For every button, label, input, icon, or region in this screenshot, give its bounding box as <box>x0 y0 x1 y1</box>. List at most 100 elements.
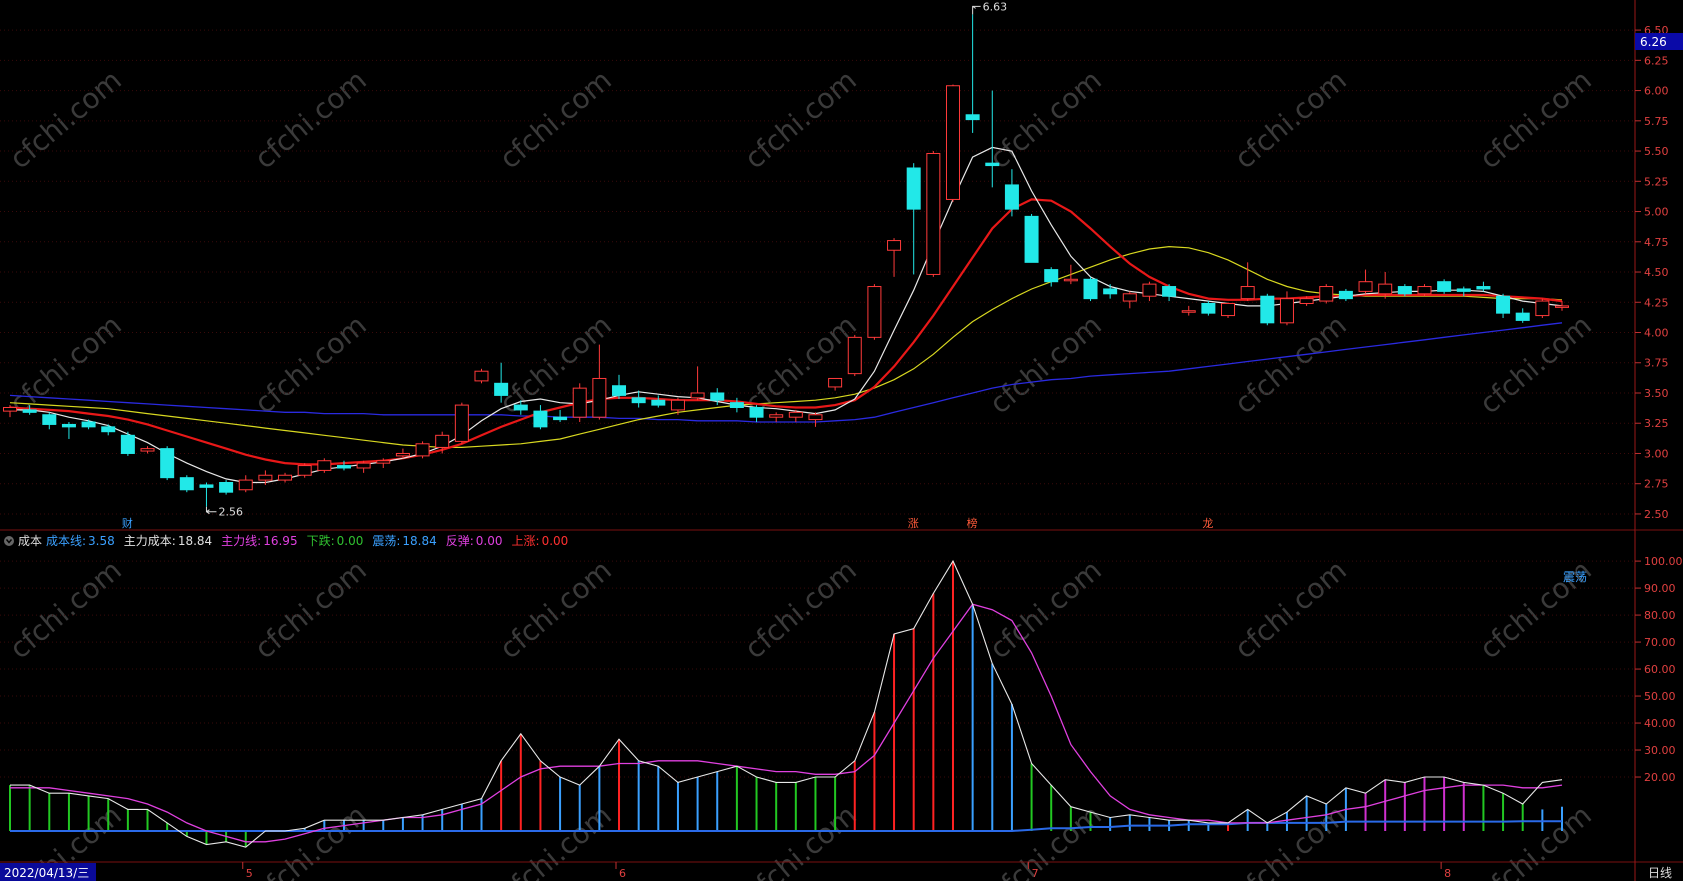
candle[interactable] <box>140 446 155 454</box>
candle[interactable] <box>847 334 862 377</box>
candle[interactable] <box>494 362 509 403</box>
candle[interactable] <box>1555 301 1569 311</box>
candle[interactable] <box>3 405 17 418</box>
candle[interactable] <box>278 472 293 483</box>
candle[interactable] <box>356 460 371 473</box>
watermark-text: cfchi.com <box>493 63 618 175</box>
candle[interactable] <box>297 463 312 478</box>
candle[interactable] <box>729 397 744 413</box>
candle-body <box>140 448 155 452</box>
candle[interactable] <box>1496 293 1511 318</box>
candle[interactable] <box>828 377 843 391</box>
candle[interactable] <box>887 238 902 277</box>
candle[interactable] <box>415 441 430 459</box>
candle[interactable] <box>1122 291 1137 309</box>
candle[interactable] <box>592 344 607 420</box>
candle[interactable] <box>572 383 587 423</box>
candle[interactable] <box>1063 264 1078 285</box>
candle[interactable] <box>945 84 960 202</box>
candle[interactable] <box>670 397 685 415</box>
candle[interactable] <box>435 431 450 454</box>
candle[interactable] <box>1417 284 1432 297</box>
candle[interactable] <box>867 284 882 340</box>
candle[interactable] <box>651 395 666 408</box>
candle[interactable] <box>120 431 135 456</box>
candle[interactable] <box>395 448 410 459</box>
candle[interactable] <box>788 409 803 423</box>
candle[interactable] <box>22 405 37 415</box>
candle[interactable] <box>1024 213 1039 263</box>
candle[interactable] <box>1142 281 1157 302</box>
candle[interactable] <box>1181 305 1196 316</box>
candle[interactable] <box>985 90 1000 188</box>
candle[interactable] <box>906 163 921 275</box>
candle[interactable] <box>42 412 57 430</box>
candle[interactable] <box>553 409 568 423</box>
candle[interactable] <box>533 405 548 430</box>
candle[interactable] <box>1535 298 1550 318</box>
period-label[interactable]: 日线 <box>1648 866 1672 880</box>
candle[interactable] <box>1397 284 1412 297</box>
candle[interactable] <box>1358 269 1373 294</box>
candle[interactable] <box>926 151 941 277</box>
candle[interactable] <box>1162 284 1177 302</box>
candle[interactable] <box>1221 302 1236 318</box>
candle[interactable] <box>1279 291 1294 326</box>
candle[interactable] <box>258 470 273 485</box>
event-markers[interactable]: 财涨榜龙 <box>122 516 1214 530</box>
candle[interactable] <box>1260 293 1275 326</box>
candle-body <box>710 392 725 401</box>
candle[interactable] <box>238 475 253 493</box>
candle[interactable] <box>612 374 627 400</box>
candle[interactable] <box>1083 276 1098 302</box>
candle[interactable] <box>965 14 980 133</box>
candle[interactable] <box>513 400 528 415</box>
candle[interactable] <box>1476 281 1491 292</box>
event-marker[interactable]: 涨 <box>908 517 919 530</box>
candle[interactable] <box>1319 284 1334 304</box>
candle[interactable] <box>474 368 489 384</box>
candle[interactable] <box>179 475 194 493</box>
candle[interactable] <box>1240 262 1255 302</box>
candle[interactable] <box>1515 308 1530 323</box>
indicator-bars[interactable] <box>9 561 1563 848</box>
candle-body <box>533 410 548 428</box>
candle[interactable] <box>317 458 332 473</box>
candle[interactable] <box>808 412 823 427</box>
candle[interactable] <box>710 388 725 406</box>
date-badge[interactable] <box>0 863 96 881</box>
candle[interactable] <box>1004 169 1019 217</box>
price-tick-label: 4.25 <box>1644 296 1669 309</box>
candle[interactable] <box>1456 286 1471 297</box>
candle[interactable] <box>749 405 764 423</box>
candle[interactable] <box>61 422 76 439</box>
candle[interactable] <box>1437 279 1452 294</box>
event-marker-label: 榜 <box>967 516 978 530</box>
candle[interactable] <box>376 458 391 468</box>
event-marker[interactable]: 财 <box>122 516 133 530</box>
candle[interactable] <box>1044 267 1059 287</box>
candle[interactable] <box>219 480 234 495</box>
collapse-icon[interactable] <box>4 536 14 546</box>
candle[interactable] <box>81 419 96 430</box>
candle[interactable] <box>454 402 469 444</box>
event-marker[interactable]: 龙 <box>1202 517 1213 530</box>
event-marker-label: 涨 <box>908 517 919 530</box>
event-marker[interactable]: 榜 <box>967 516 978 530</box>
candle[interactable] <box>101 424 116 436</box>
candlestick-series[interactable] <box>3 14 1569 507</box>
candle[interactable] <box>1299 296 1314 306</box>
candle[interactable] <box>769 412 784 423</box>
candle[interactable] <box>199 482 214 507</box>
candle[interactable] <box>336 460 351 471</box>
indicator-field-label: 震荡: <box>372 534 400 548</box>
candle[interactable] <box>1378 272 1393 299</box>
candle[interactable] <box>1201 301 1216 316</box>
candle[interactable] <box>160 446 175 481</box>
candle-body <box>1122 293 1137 302</box>
candle[interactable] <box>631 390 646 408</box>
candle[interactable] <box>1338 288 1353 302</box>
candle[interactable] <box>690 366 705 401</box>
candle[interactable] <box>1103 284 1118 299</box>
